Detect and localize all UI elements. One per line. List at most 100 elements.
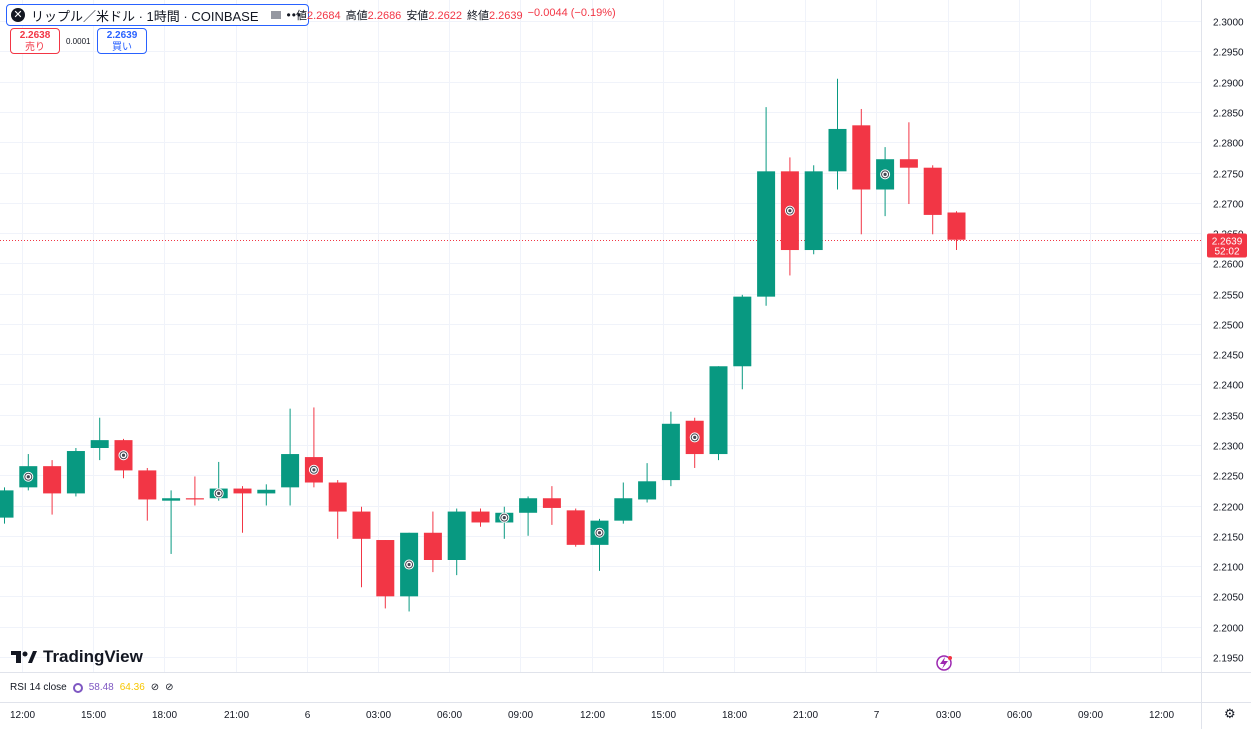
- sell-price: 2.2638: [19, 30, 51, 41]
- square-icon[interactable]: [270, 11, 281, 19]
- y-tick-label: 2.2750: [1213, 170, 1244, 181]
- event-marker-ring: [595, 528, 604, 537]
- y-tick-label: 2.2100: [1213, 563, 1244, 574]
- y-tick-label: 2.2800: [1213, 139, 1244, 150]
- x-tick-label: 18:00: [152, 710, 177, 721]
- alert-dot: [948, 656, 952, 660]
- event-marker-ring: [214, 489, 223, 498]
- candle-body: [519, 498, 538, 513]
- buy-price: 2.2639: [106, 30, 138, 41]
- event-marker-dot: [217, 491, 221, 496]
- candle-body: [185, 498, 204, 500]
- sell-label: 売り: [25, 42, 45, 53]
- candle-body: [90, 440, 109, 448]
- last-price-label: 2.2639: [1212, 237, 1243, 248]
- x-tick-label: 06:00: [1007, 710, 1032, 721]
- candle-body: [447, 511, 466, 560]
- y-tick-label: 2.1950: [1213, 654, 1244, 665]
- candle-body: [66, 451, 85, 494]
- x-tick-label: 6: [305, 710, 311, 721]
- x-tick-label: 18:00: [722, 710, 747, 721]
- event-marker-dot: [502, 516, 506, 520]
- x-tick-label: 12:00: [10, 710, 35, 721]
- tv-logo-icon: [11, 651, 37, 663]
- x-tick-label: 03:00: [936, 710, 961, 721]
- y-tick-label: 2.2550: [1213, 291, 1244, 302]
- alert-lightning-icon: [936, 655, 952, 671]
- candle-body: [899, 159, 918, 168]
- candle-body: [661, 423, 680, 481]
- y-tick-label: 2.2700: [1213, 200, 1244, 211]
- x-tick-label: 03:00: [366, 710, 391, 721]
- candle-body: [804, 171, 823, 251]
- x-tick-label: 21:00: [793, 710, 818, 721]
- more-icon[interactable]: •••: [286, 8, 303, 22]
- candle-body: [733, 296, 752, 367]
- candle-body: [923, 167, 942, 215]
- hide-icon[interactable]: ⊘: [150, 682, 160, 693]
- rsi-name: RSI 14 close: [10, 682, 67, 693]
- spread-value: 0.0001: [66, 37, 91, 46]
- y-tick-label: 2.2500: [1213, 321, 1244, 332]
- event-marker-dot: [883, 172, 887, 176]
- event-marker-dot: [121, 453, 126, 457]
- candle-body: [947, 212, 966, 240]
- logo-text: TradingView: [43, 647, 143, 666]
- candle-body: [352, 511, 371, 539]
- event-marker-ring: [881, 170, 890, 179]
- candle-body: [138, 470, 157, 500]
- candle-body: [828, 128, 847, 172]
- event-marker-ring: [500, 513, 509, 522]
- candle-body: [281, 454, 300, 488]
- candle-body: [638, 481, 657, 500]
- event-marker-ring: [24, 472, 33, 481]
- event-marker-dot: [597, 531, 602, 535]
- candle-body: [471, 511, 490, 523]
- x-tick-label: 12:00: [1149, 710, 1174, 721]
- y-tick-label: 2.2000: [1213, 624, 1244, 635]
- candle-body: [376, 540, 395, 597]
- candle-body: [614, 498, 633, 521]
- y-tick-label: 2.2150: [1213, 533, 1244, 544]
- buy-label: 買い: [112, 42, 132, 53]
- y-tick-label: 2.2050: [1213, 593, 1244, 604]
- y-tick-label: 2.2250: [1213, 472, 1244, 483]
- buy-button[interactable]: 2.2639 買い: [97, 28, 147, 54]
- y-tick-label: 2.2900: [1213, 79, 1244, 90]
- y-tick-label: 2.2400: [1213, 381, 1244, 392]
- symbol-selector[interactable]: ✕ リップル／米ドル · 1時間 · COINBASE •••: [6, 4, 310, 26]
- event-marker-dot: [407, 562, 411, 567]
- tradingview-logo: TradingView: [11, 647, 143, 667]
- sell-button[interactable]: 2.2638 売り: [10, 28, 60, 54]
- event-marker-ring: [785, 206, 794, 215]
- candle-body: [566, 510, 585, 545]
- y-tick-label: 2.2200: [1213, 503, 1244, 514]
- event-marker-dot: [26, 475, 30, 479]
- candle-body: [757, 171, 776, 297]
- y-tick-label: 2.2600: [1213, 260, 1244, 271]
- candle-body: [709, 366, 728, 455]
- candle-body: [43, 466, 62, 494]
- ohlc-legend: 値2.2684 高値2.2686 安値2.2622 終値2.2639 −0.00…: [296, 7, 616, 23]
- settings-icon[interactable]: ⚙: [1224, 706, 1236, 721]
- rsi-ma-value: 64.36: [119, 682, 145, 693]
- countdown-label: 52:02: [1214, 247, 1239, 258]
- last-price-tag: [1207, 233, 1247, 258]
- rsi-settings-icon[interactable]: [72, 682, 83, 693]
- candle-body: [0, 490, 14, 518]
- y-tick-label: 2.2300: [1213, 442, 1244, 453]
- lightning-bolt: [940, 657, 948, 669]
- ohlc-change: −0.0044 (−0.19%): [527, 7, 616, 19]
- candle-body: [542, 498, 561, 508]
- rsi-legend[interactable]: RSI 14 close 58.48 64.36 ⊘ ⊘: [10, 682, 174, 693]
- x-tick-label: 09:00: [508, 710, 533, 721]
- event-marker-dot: [693, 435, 697, 440]
- close-icon[interactable]: ✕: [11, 8, 25, 22]
- x-tick-label: 12:00: [580, 710, 605, 721]
- y-tick-label: 2.2950: [1213, 48, 1244, 59]
- x-tick-label: 15:00: [81, 710, 106, 721]
- candle-body: [162, 498, 181, 501]
- ohlc-high: 高値2.2686: [345, 10, 402, 22]
- hide-icon-2[interactable]: ⊘: [165, 682, 174, 693]
